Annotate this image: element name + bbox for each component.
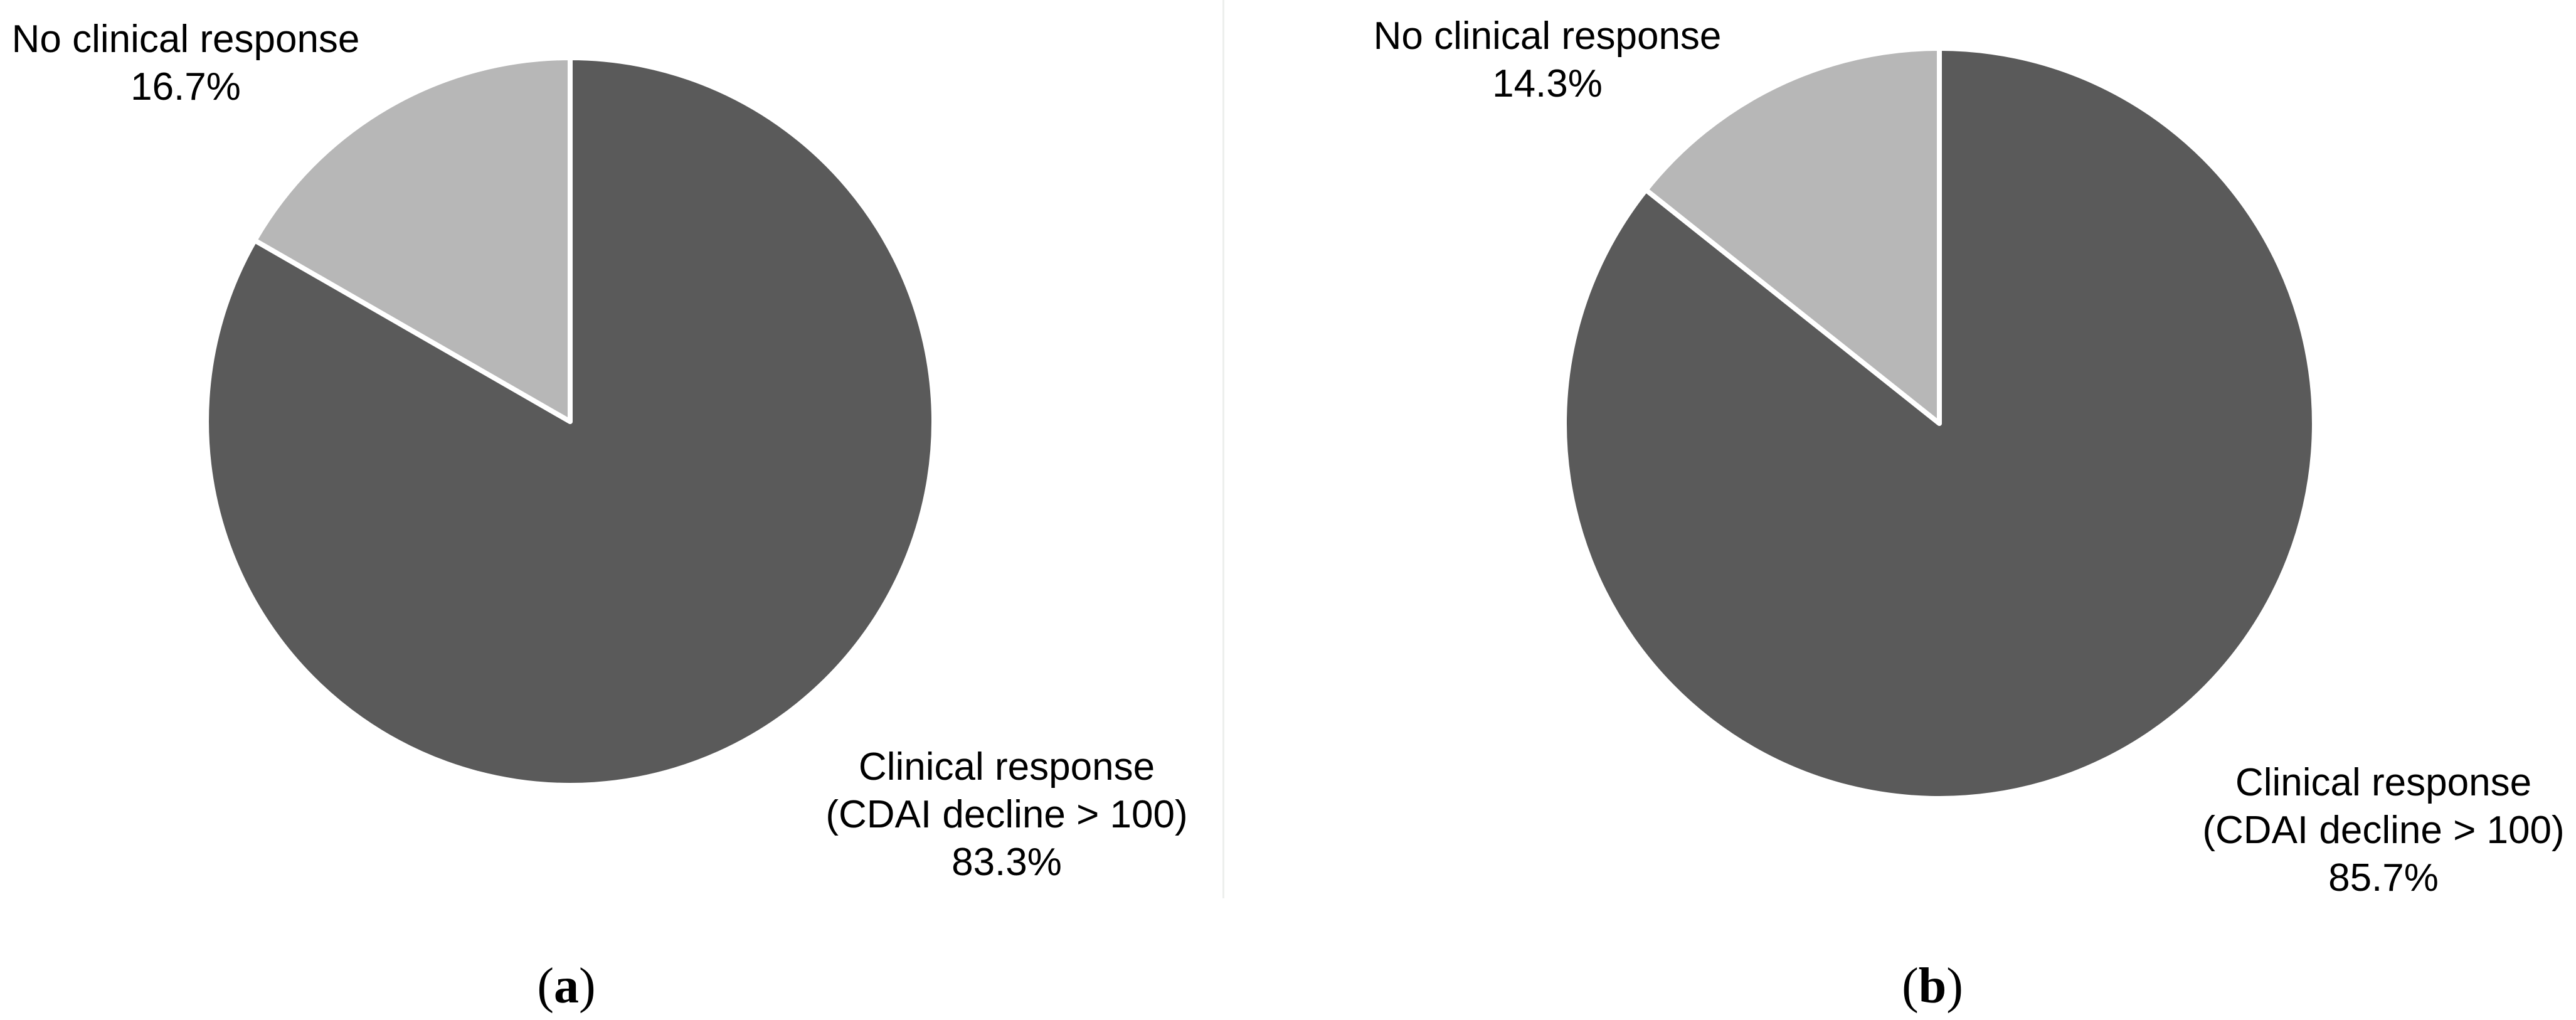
pie-chart-a [204,55,936,788]
label-text: No clinical response [11,18,360,61]
label-text: No clinical response [1373,14,1722,58]
panel-divider-line [1222,0,1224,898]
caption-letter: a [554,959,579,1014]
caption-letter: b [1918,959,1947,1014]
label-value: 85.7% [2328,856,2439,900]
caption-paren-close: ) [579,959,596,1014]
pie-a-label-no-response: No clinical response 16.7% [12,16,360,111]
pie-b-label-no-response: No clinical response 14.3% [1374,13,1722,108]
pie-b-label-clinical-response: Clinical response (CDAI decline > 100) 8… [2202,759,2564,902]
caption-paren-close: ) [1946,959,1963,1014]
caption-paren-open: ( [537,959,554,1014]
pie-slice-b-1 [1643,46,1942,426]
label-value: 16.7% [130,65,241,109]
pie-slice-a-1 [252,55,573,424]
label-text: Clinical response [2235,761,2532,804]
label-text-2: (CDAI decline > 100) [825,793,1188,836]
caption-paren-open: ( [1902,959,1919,1014]
pie-chart-b [1561,46,2317,801]
label-value: 83.3% [951,841,1062,884]
panel-caption-a: (a) [537,956,595,1016]
panel-caption-b: (b) [1902,956,1963,1016]
pie-a-label-clinical-response: Clinical response (CDAI decline > 100) 8… [825,743,1187,886]
label-text-2: (CDAI decline > 100) [2202,809,2565,852]
label-value: 14.3% [1492,62,1603,105]
label-text: Clinical response [858,745,1155,789]
